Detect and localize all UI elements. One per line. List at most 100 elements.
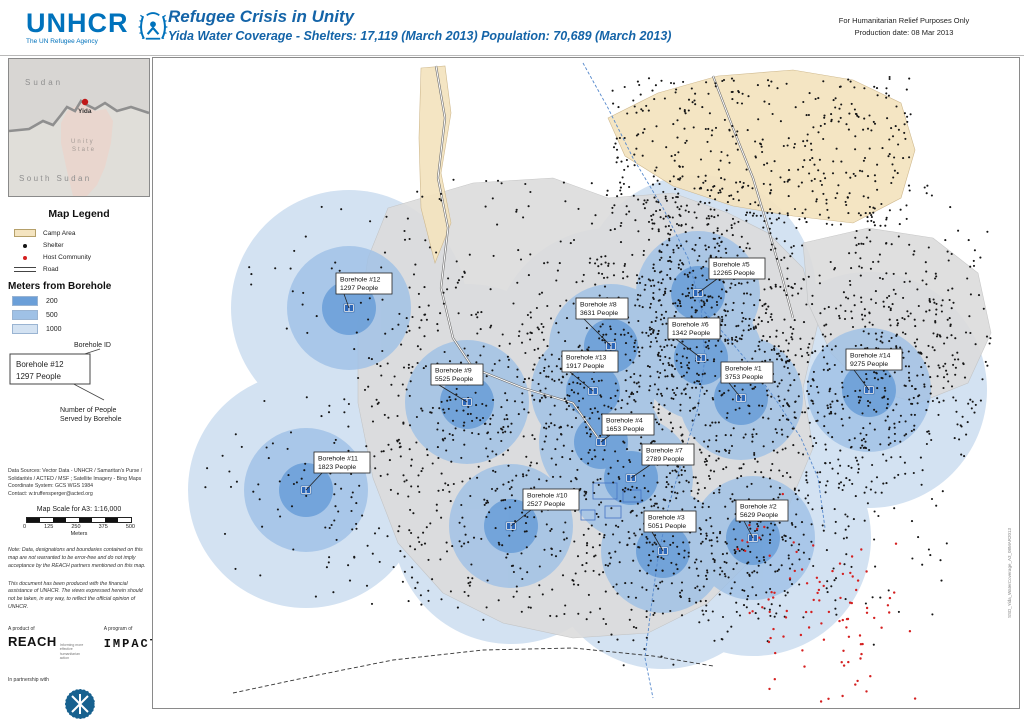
- production-date: Production date: 08 Mar 2013: [854, 28, 954, 37]
- buffer-500-swatch: [12, 310, 38, 320]
- svg-text:Borehole #12: Borehole #12: [340, 277, 381, 284]
- svg-text:1342 People: 1342 People: [672, 330, 710, 337]
- unhcr-logo-tagline: The UN Refugee Agency: [26, 37, 98, 45]
- legend-label: Camp Area: [43, 229, 76, 237]
- callout-box-id: Borehole #12: [16, 360, 64, 369]
- streams-layer: [582, 62, 826, 699]
- purpose-note: For Humanitarian Relief Purposes Only Pr…: [794, 15, 1014, 39]
- legend-label: Shelter: [43, 242, 64, 249]
- svg-text:Borehole #3: Borehole #3: [648, 515, 685, 522]
- unhcr-emblem-icon: [138, 12, 167, 40]
- impact-wordmark: IMPACT: [103, 636, 159, 651]
- legend-label: 1000: [46, 325, 62, 333]
- legend-label: Host Community: [43, 254, 92, 261]
- legend-item-road: Road: [14, 266, 150, 273]
- meters-from-borehole-title: Meters from Borehole: [8, 281, 112, 292]
- reach-wordmark: REACH: [8, 633, 57, 649]
- facility-outlines: [580, 482, 642, 521]
- reach-logo: A product of REACH Informing more effect…: [8, 626, 90, 661]
- svg-text:Borehole #9: Borehole #9: [435, 368, 472, 375]
- host-community-dot-icon: [23, 255, 27, 260]
- scale-tick: 375: [98, 524, 108, 531]
- scale-bar: [26, 517, 132, 524]
- main-map: Borehole #12 1297 People Borehole #5 12265 …: [152, 57, 1020, 709]
- svg-text:Borehole #7: Borehole #7: [646, 448, 683, 455]
- callout-id-label: Borehole ID: [74, 342, 111, 349]
- purpose-line: For Humanitarian Relief Purposes Only: [838, 16, 970, 25]
- shelter-dot-icon: [23, 243, 27, 248]
- svg-text:5051 People: 5051 People: [648, 523, 686, 530]
- scale-ticks: 0 125 250 375 500: [23, 524, 135, 530]
- scale-tick: 0: [23, 524, 27, 531]
- locator-label-yida: Yida: [78, 108, 92, 115]
- note-funding: This document has been produced with the…: [8, 580, 143, 610]
- legend-item-shelter: Shelter: [14, 242, 150, 249]
- svg-text:Borehole #4: Borehole #4: [606, 418, 643, 425]
- sources-line: Data Sources: Vector Data - UNHCR / Sama…: [8, 468, 143, 482]
- map-scale: Map Scale for A3: 1:16,000 0 125 250 375…: [8, 506, 150, 537]
- svg-text:2789 People: 2789 People: [646, 456, 684, 463]
- svg-text:2527 People: 2527 People: [527, 501, 565, 508]
- svg-text:1653 People: 1653 People: [606, 426, 644, 433]
- data-sources: Data Sources: Vector Data - UNHCR / Sama…: [8, 468, 150, 498]
- header: UNHCR The UN Refugee Agency Refugee Cris…: [0, 0, 1024, 56]
- callout-box-people: 1297 People: [16, 372, 61, 381]
- locator-label-south-sudan: South Sudan: [19, 174, 92, 183]
- acted-stamp-icon: [64, 688, 96, 720]
- svg-text:Borehole #1: Borehole #1: [725, 366, 762, 373]
- map-file-reference: SSD_Yida_WaterCoverage_A3_08MAR2013: [1007, 528, 1012, 618]
- scale-tick: 250: [71, 524, 81, 531]
- locator-label-state: State: [72, 147, 96, 153]
- scale-tick: 125: [44, 524, 54, 531]
- svg-text:1297 People: 1297 People: [340, 285, 378, 292]
- svg-text:Borehole #11: Borehole #11: [318, 456, 358, 463]
- scale-unit: Meters: [70, 531, 88, 538]
- svg-text:Borehole #5: Borehole #5: [713, 262, 750, 269]
- camp-area-swatch: [14, 229, 36, 237]
- legend-label: 500: [46, 311, 58, 319]
- road-symbol-icon: [14, 267, 36, 272]
- page-subtitle: Yida Water Coverage - Shelters: 17,119 (…: [168, 29, 672, 44]
- svg-text:5525 People: 5525 People: [435, 376, 473, 383]
- buffer-200-swatch: [12, 296, 38, 306]
- scale-title: Map Scale for A3: 1:16,000: [36, 506, 122, 514]
- map-legend-title: Map Legend: [48, 208, 110, 220]
- legend-item-1000m: 1000: [12, 324, 150, 334]
- svg-text:Borehole #2: Borehole #2: [740, 504, 777, 511]
- svg-text:5629 People: 5629 People: [740, 512, 778, 519]
- svg-text:Borehole #6: Borehole #6: [672, 322, 709, 329]
- locator-map: Sudan South Sudan Unity State Yida: [8, 58, 150, 197]
- coordinate-system: Coordinate System: GCS WGS 1984: [8, 483, 94, 490]
- svg-text:1917 People: 1917 People: [566, 363, 604, 370]
- legend-item-host-community: Host Community: [14, 254, 150, 261]
- reach-sub-text: Informing more effective humanitarian ac…: [59, 642, 84, 661]
- borehole-callout: Borehole ID Borehole #12 1297 People Num…: [9, 342, 122, 423]
- unity-state-area: [61, 103, 113, 196]
- partnership-label: In partnership with: [8, 676, 49, 683]
- program-of-label: A program of: [103, 625, 133, 632]
- product-of-label: A product of: [8, 625, 35, 632]
- callout-people-label-2: Served by Borehole: [60, 416, 122, 423]
- legend-item-camp-area: Camp Area: [14, 229, 150, 237]
- legend-item-200m: 200: [12, 296, 150, 306]
- yida-dot: [81, 98, 89, 106]
- svg-text:Borehole #10: Borehole #10: [527, 493, 568, 500]
- svg-text:12265 People: 12265 People: [713, 270, 755, 277]
- locator-label-unity: Unity: [71, 139, 95, 145]
- acted-logo: ACTED: [60, 687, 100, 724]
- callout-people-label-1: Number of People: [60, 407, 117, 414]
